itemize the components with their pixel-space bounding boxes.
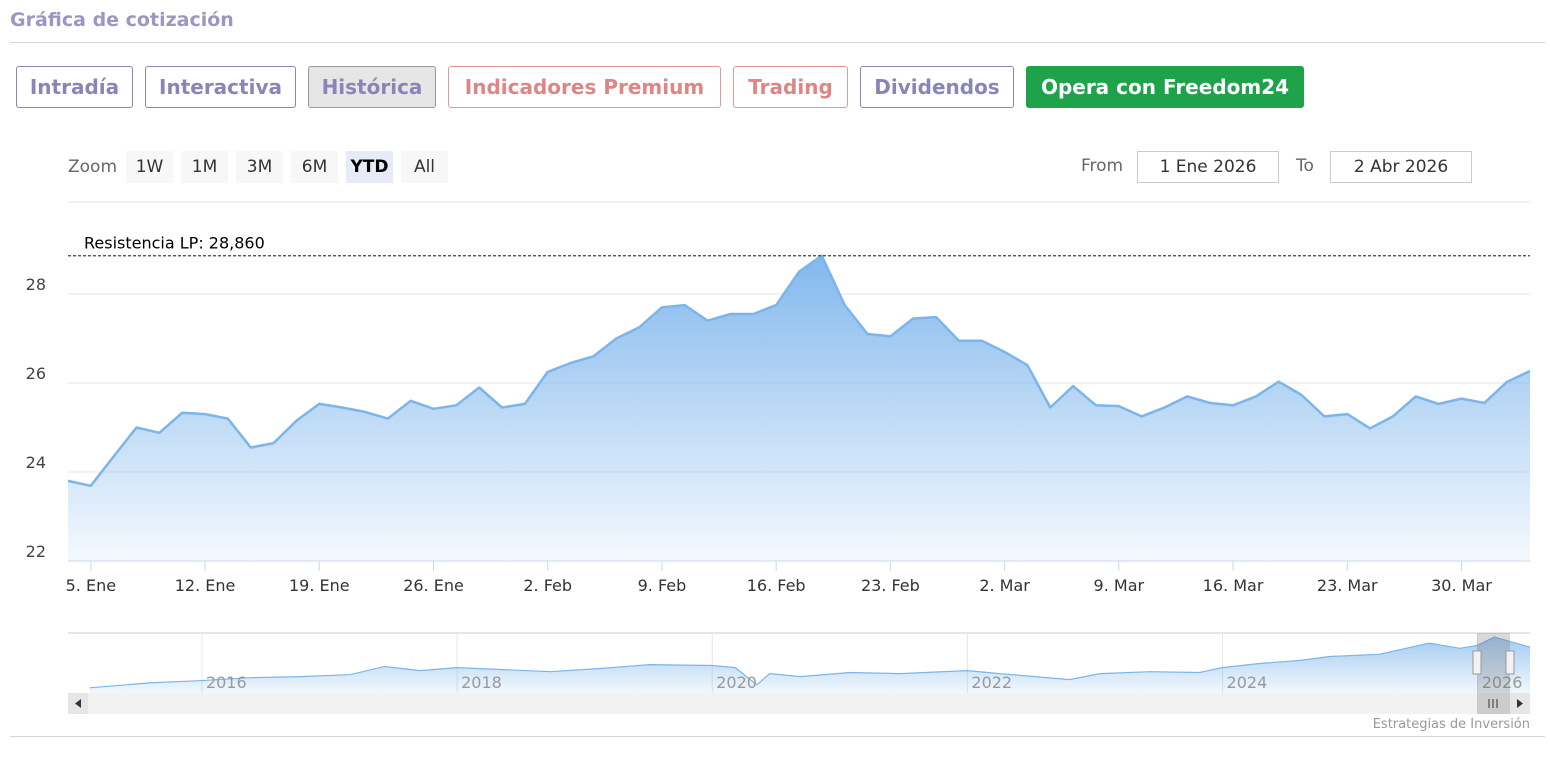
from-input[interactable]: 1 Ene 2026 — [1137, 151, 1279, 183]
x-tick-label: 19. Ene — [289, 576, 350, 595]
zoom-button[interactable]: 3M — [236, 151, 283, 183]
tab[interactable]: Trading — [733, 66, 848, 108]
arrow-left — [75, 699, 81, 708]
area-fill — [89, 637, 1530, 693]
zoom-bar: Zoom 1W 1M 3M 6M YTD All — [68, 151, 448, 183]
resistance-label: Resistencia LP: 28,860 — [84, 234, 265, 253]
tab[interactable]: Histórica — [308, 66, 436, 108]
area-fill — [68, 255, 1530, 561]
y-tick-label: 26 — [26, 364, 46, 383]
navigator-tick-label: 2022 — [971, 673, 1012, 692]
x-tick-label: 16. Feb — [747, 576, 806, 595]
main-plot: 22 24 26 28 5. Ene 12. Ene 19. Ene 26. Ene 2. Fe… — [26, 234, 1531, 595]
tab[interactable]: Intradía — [16, 66, 133, 108]
navigator-handle[interactable] — [1472, 650, 1482, 675]
x-tick-label: 2. Feb — [523, 576, 572, 595]
tab-bar: Intradía Interactiva Histórica Indicadores … — [16, 66, 1304, 108]
navigator-tick-label: 2016 — [206, 673, 247, 692]
arrow-right — [1517, 699, 1523, 708]
navigator: 2016 2018 2020 2022 2024 2026 — [68, 632, 1531, 693]
x-tick-label: 5. Ene — [66, 576, 116, 595]
x-tick-label: 23. Mar — [1317, 576, 1378, 595]
credits: Estrategias de Inversión — [1373, 717, 1530, 732]
tab[interactable]: Indicadores Premium — [448, 66, 721, 108]
zoom-button[interactable]: YTD — [346, 151, 393, 183]
x-tick-label: 23. Feb — [861, 576, 920, 595]
tab[interactable]: Opera con Freedom24 — [1026, 66, 1304, 108]
x-tick-label: 9. Feb — [638, 576, 687, 595]
navigator-controls — [68, 633, 1530, 714]
to-input[interactable]: 2 Abr 2026 — [1330, 151, 1472, 183]
y-tick-label: 24 — [26, 453, 46, 472]
x-tick-label: 16. Mar — [1203, 576, 1264, 595]
x-tick-label: 2. Mar — [979, 576, 1030, 595]
scrollbar-track[interactable] — [68, 693, 1530, 714]
to-label: To — [1296, 156, 1314, 176]
section-title: Gráfica de cotización — [10, 9, 234, 31]
tab[interactable]: Interactiva — [145, 66, 296, 108]
divider — [10, 42, 1545, 43]
navigator-tick-label: 2020 — [716, 673, 757, 692]
navigator-tick-label: 2018 — [461, 673, 502, 692]
navigator-tick-label: 2024 — [1227, 673, 1268, 692]
thumb-grip — [1488, 699, 1498, 708]
x-tick-label: 12. Ene — [175, 576, 236, 595]
zoom-button[interactable]: 1W — [126, 151, 173, 183]
price-line — [67, 254, 1531, 488]
zoom-button[interactable]: All — [401, 151, 448, 183]
navigator-tick-label: 2026 — [1482, 673, 1523, 692]
navigator-handle[interactable] — [1505, 650, 1515, 675]
from-label: From — [1081, 156, 1124, 176]
x-tick-label: 26. Ene — [403, 576, 464, 595]
tab[interactable]: Dividendos — [860, 66, 1014, 108]
navigator-mask[interactable] — [1477, 633, 1510, 693]
x-tick-label: 30. Mar — [1431, 576, 1492, 595]
y-tick-label: 22 — [26, 542, 46, 561]
price-line — [89, 636, 1531, 689]
y-tick-label: 28 — [26, 275, 46, 294]
zoom-button[interactable]: 6M — [291, 151, 338, 183]
zoom-label: Zoom — [68, 157, 118, 177]
x-tick-label: 9. Mar — [1094, 576, 1145, 595]
zoom-button[interactable]: 1M — [181, 151, 228, 183]
